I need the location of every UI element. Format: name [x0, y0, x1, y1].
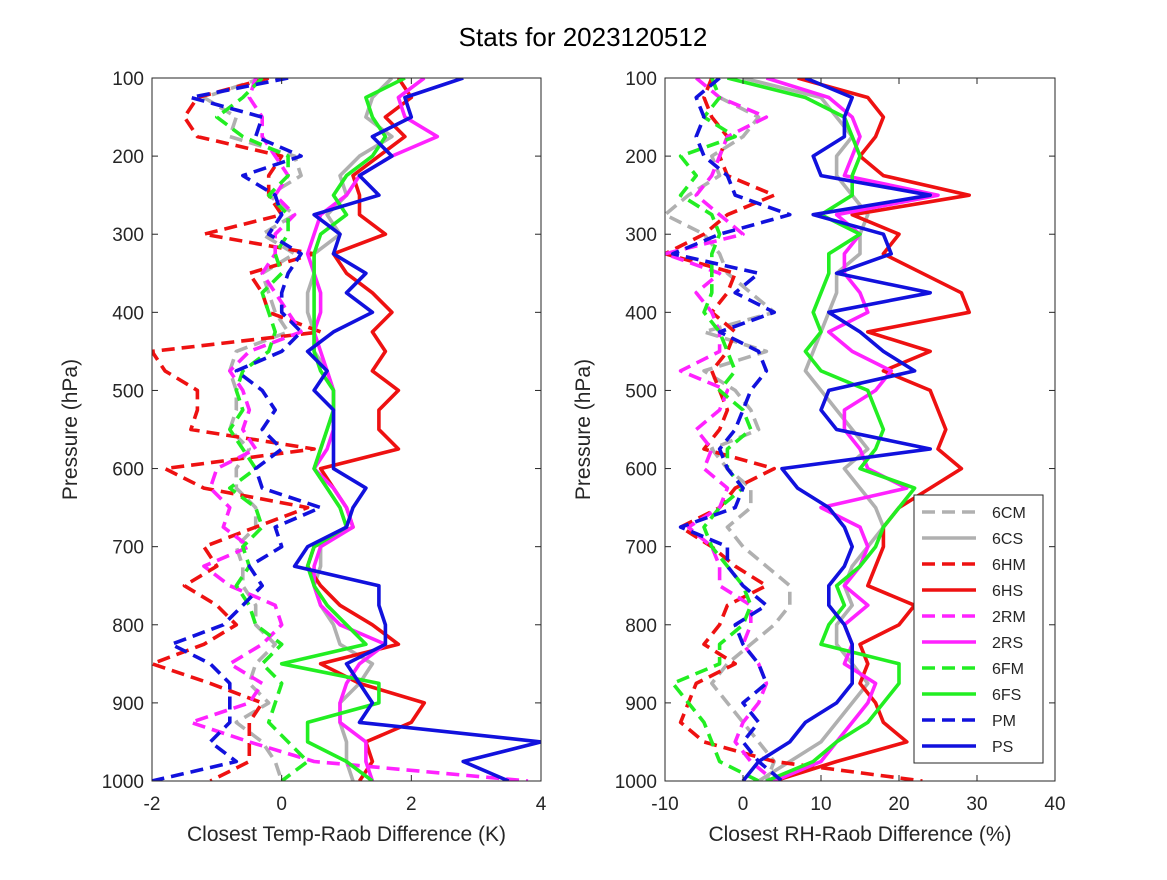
rh-ytick-label: 900: [625, 694, 657, 715]
rh-xtick-label: 30: [966, 794, 987, 815]
temp-series-6fs: [279, 78, 406, 781]
temp-y-axis-label: Pressure (hPa): [59, 359, 82, 500]
temp-series-6hs: [305, 78, 427, 781]
temp-panel: -2 0 2 4 100 200 300 400 500 600 700 800 900 1000 Clos…: [59, 69, 547, 846]
rh-x-axis-label: Closest RH-Raob Difference (%): [708, 823, 1011, 846]
temp-ytick-label: 100: [112, 69, 144, 90]
temp-ytick-label: 200: [112, 147, 144, 168]
legend-box: [913, 494, 1044, 764]
rh-ytick-label: 300: [625, 225, 657, 246]
rh-y-axis-label: Pressure (hPa): [572, 359, 595, 500]
temp-series-2rm: [189, 78, 529, 781]
rh-series-2rm: [665, 78, 776, 781]
legend: 6CM 6CS 6HM 6HS 2RM 2RS 6FM 6FS PM PS: [913, 494, 1044, 764]
legend-label-6hs: 6HS: [992, 583, 1023, 600]
temp-xtick-label: 2: [406, 794, 417, 815]
rh-series-6hs: [773, 78, 972, 781]
legend-label-ps: PS: [992, 739, 1013, 756]
temp-xtick-label: 4: [536, 794, 547, 815]
temp-ytick-label: 800: [112, 616, 144, 637]
temp-ytick-label: 700: [112, 538, 144, 559]
temp-ytick-label: 400: [112, 303, 144, 324]
rh-series-group: [665, 78, 972, 781]
rh-ytick-label: 400: [625, 303, 657, 324]
temp-series-ps: [292, 78, 541, 781]
rh-series-6cm: [665, 78, 792, 781]
rh-ytick-label: 700: [625, 538, 657, 559]
figure-title: Stats for 2023120512: [459, 22, 708, 52]
temp-ytick-label: 1000: [102, 772, 144, 793]
rh-ytick-label: 800: [625, 616, 657, 637]
legend-label-2rs: 2RS: [992, 635, 1023, 652]
temp-xtick-label: 0: [276, 794, 287, 815]
rh-ytick-label: 1000: [615, 772, 657, 793]
rh-ytick-label: 500: [625, 381, 657, 402]
temp-series-group: [152, 78, 541, 781]
rh-ytick-label: 200: [625, 147, 657, 168]
temp-ytick-label: 600: [112, 460, 144, 481]
rh-series-6hm: [665, 78, 923, 781]
rh-series-ps: [741, 78, 933, 781]
legend-label-6cs: 6CS: [992, 531, 1023, 548]
rh-xtick-label: 40: [1044, 794, 1065, 815]
legend-label-2rm: 2RM: [992, 609, 1026, 626]
legend-label-pm: PM: [992, 713, 1016, 730]
rh-series-pm: [670, 78, 792, 781]
rh-axes-frame: [664, 77, 1056, 782]
legend-label-6fs: 6FS: [992, 687, 1021, 704]
temp-ytick-label: 500: [112, 381, 144, 402]
temp-xtick-label: -2: [144, 794, 161, 815]
legend-label-6fm: 6FM: [992, 661, 1024, 678]
temp-series-6fm: [215, 78, 310, 781]
rh-ytick-label: 100: [625, 69, 657, 90]
temp-axes-frame: [151, 77, 542, 782]
rh-xtick-label: -10: [651, 794, 678, 815]
rh-xtick-label: 0: [738, 794, 749, 815]
legend-label-6hm: 6HM: [992, 557, 1026, 574]
rh-xtick-label: 10: [810, 794, 831, 815]
temp-ytick-label: 300: [112, 225, 144, 246]
rh-xtick-label: 20: [888, 794, 909, 815]
rh-series-6fm: [670, 78, 760, 781]
temp-series-pm: [152, 78, 323, 781]
temp-x-axis-label: Closest Temp-Raob Difference (K): [187, 823, 506, 846]
rh-ytick-label: 600: [625, 460, 657, 481]
legend-label-6cm: 6CM: [992, 505, 1026, 522]
rh-series-6fs: [726, 78, 917, 781]
temp-ytick-label: 900: [112, 694, 144, 715]
